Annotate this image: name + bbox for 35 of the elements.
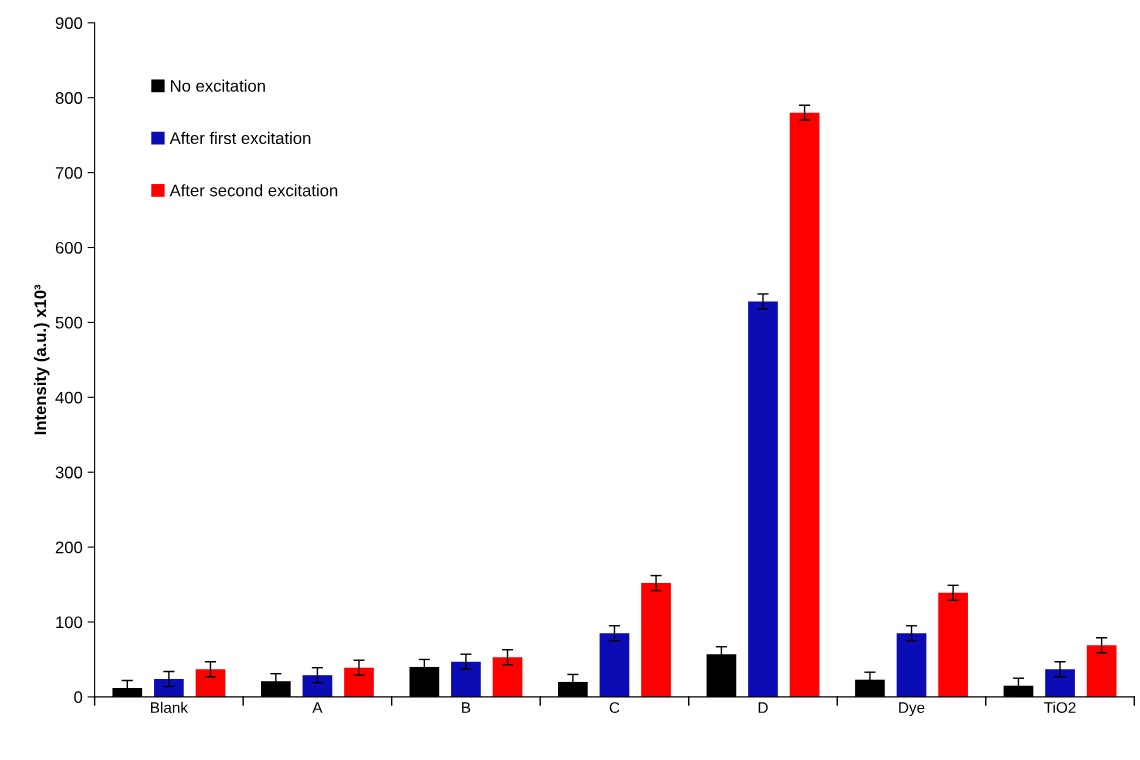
bar (789, 112, 820, 697)
x-tick-label: TiO2 (1044, 701, 1076, 713)
x-tick-label: A (312, 702, 323, 713)
legend-label: After second excitation (169, 184, 338, 197)
legend-label: After first excitation (169, 131, 311, 145)
bar (896, 633, 927, 697)
bar (938, 592, 968, 697)
y-tick-label: 500 (55, 316, 83, 329)
x-tick-label: C (609, 702, 620, 713)
x-tick-label: Blank (151, 701, 189, 713)
x-tick-label: D (758, 702, 768, 713)
bar (302, 675, 333, 697)
bar (154, 678, 184, 697)
x-tick-label: B (462, 702, 471, 713)
y-tick-label: 0 (74, 691, 83, 704)
y-tick-label: 100 (56, 616, 83, 629)
y-tick-label: 300 (55, 466, 83, 479)
y-axis-title: Intensity (a.u.) x10³ (33, 284, 50, 435)
bar (451, 661, 481, 697)
bar (748, 301, 778, 697)
bar (344, 667, 374, 697)
y-tick-label: 800 (55, 92, 83, 104)
y-tick-label: 900 (55, 17, 83, 29)
y-tick-label: 600 (55, 241, 83, 254)
x-tick-label: Dye (899, 702, 925, 717)
y-tick-label: 200 (55, 541, 83, 554)
bar (195, 669, 226, 697)
bar (599, 633, 630, 697)
bar (492, 657, 523, 697)
bar (641, 583, 671, 697)
legend-label: No excitation (170, 79, 265, 92)
y-tick-label: 400 (55, 391, 83, 404)
bar (1045, 669, 1075, 697)
bar (1086, 645, 1117, 697)
y-tick-label: 700 (55, 167, 83, 179)
